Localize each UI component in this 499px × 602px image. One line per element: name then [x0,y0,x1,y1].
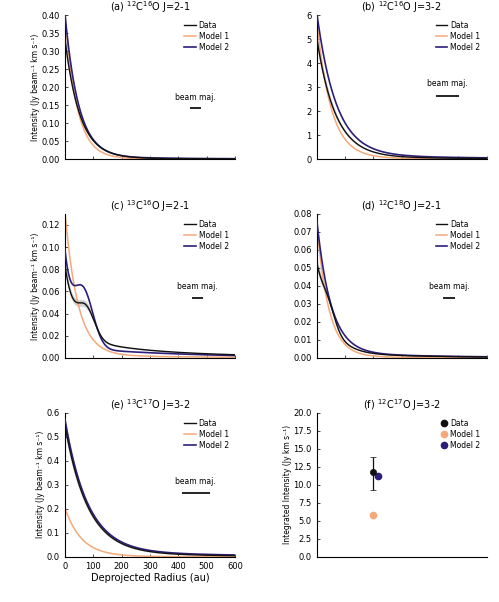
Title: (b) $^{12}$C$^{16}$O J=3-2: (b) $^{12}$C$^{16}$O J=3-2 [361,0,442,15]
X-axis label: Deprojected Radius (au): Deprojected Radius (au) [91,574,209,583]
Legend: Data, Model 1, Model 2: Data, Model 1, Model 2 [434,19,483,54]
Legend: Data, Model 1, Model 2: Data, Model 1, Model 2 [182,19,231,54]
Legend: Data, Model 1, Model 2: Data, Model 1, Model 2 [434,218,483,253]
Title: (d) $^{12}$C$^{18}$O J=2-1: (d) $^{12}$C$^{18}$O J=2-1 [361,198,442,214]
Title: (c) $^{13}$C$^{16}$O J=2-1: (c) $^{13}$C$^{16}$O J=2-1 [110,198,190,214]
Title: (e) $^{13}$C$^{17}$O J=3-2: (e) $^{13}$C$^{17}$O J=3-2 [110,397,190,413]
Text: beam maj.: beam maj. [429,282,470,291]
Legend: Data, Model 1, Model 2: Data, Model 1, Model 2 [182,417,231,452]
Text: beam maj.: beam maj. [176,93,216,102]
Y-axis label: Intensity (Jy beam⁻¹ km s⁻¹): Intensity (Jy beam⁻¹ km s⁻¹) [31,232,40,340]
Y-axis label: Integrated Intensity (Jy km s⁻¹): Integrated Intensity (Jy km s⁻¹) [283,425,292,544]
Legend: Data, Model 1, Model 2: Data, Model 1, Model 2 [182,218,231,253]
Y-axis label: Intensity (Jy beam⁻¹ km s⁻¹): Intensity (Jy beam⁻¹ km s⁻¹) [31,33,40,141]
Text: beam maj.: beam maj. [176,477,216,486]
Text: beam maj.: beam maj. [427,79,468,88]
Legend: Data, Model 1, Model 2: Data, Model 1, Model 2 [439,417,483,452]
Title: (a) $^{12}$C$^{16}$O J=2-1: (a) $^{12}$C$^{16}$O J=2-1 [110,0,190,15]
Text: beam maj.: beam maj. [177,282,218,291]
Y-axis label: Intensity (Jy beam⁻¹ km s⁻¹): Intensity (Jy beam⁻¹ km s⁻¹) [36,431,45,539]
Title: (f) $^{12}$C$^{17}$O J=3-2: (f) $^{12}$C$^{17}$O J=3-2 [363,397,441,413]
